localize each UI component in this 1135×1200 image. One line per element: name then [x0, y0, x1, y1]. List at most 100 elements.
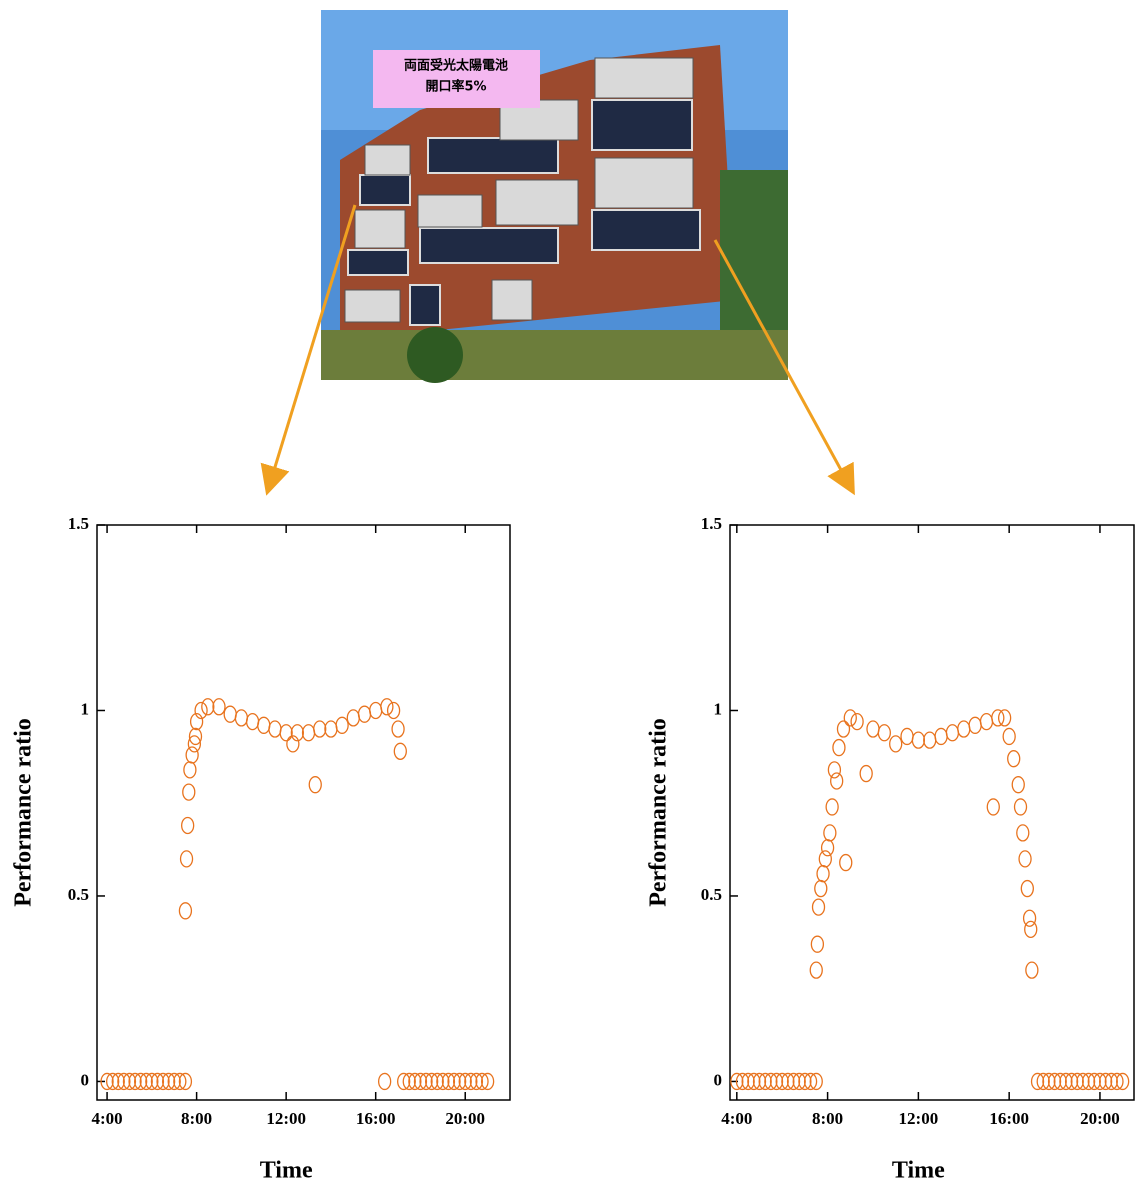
y-axis-label: Performance ratio [646, 718, 672, 907]
point [1047, 1072, 1062, 1091]
point [827, 761, 842, 779]
point [836, 720, 851, 738]
point [769, 1072, 784, 1091]
y-tick-label: 0.5 [701, 885, 722, 904]
point [128, 1072, 142, 1091]
point [150, 1072, 165, 1091]
point [106, 1072, 120, 1091]
point [173, 1072, 187, 1091]
x-tick-label: 12:00 [899, 1109, 939, 1128]
point [441, 1072, 456, 1091]
point [100, 1072, 114, 1091]
point [377, 1072, 392, 1091]
point [1059, 1072, 1073, 1091]
point [1030, 1072, 1045, 1091]
point [877, 724, 891, 742]
point [419, 1072, 433, 1091]
point [1110, 1072, 1124, 1091]
point [1024, 920, 1038, 939]
point [850, 712, 864, 731]
point [397, 1072, 411, 1091]
x-tick-label: 20:00 [1080, 1109, 1120, 1128]
point [814, 879, 828, 898]
x-tick-label: 12:00 [266, 1109, 306, 1128]
point [818, 850, 832, 868]
point [986, 798, 1000, 816]
point [1070, 1072, 1084, 1091]
point [809, 961, 823, 979]
point [809, 1072, 823, 1091]
point [324, 720, 338, 738]
point [161, 1072, 176, 1091]
point [201, 698, 215, 716]
point [1036, 1072, 1050, 1091]
point [212, 698, 226, 716]
point [245, 712, 260, 731]
point [825, 798, 839, 816]
point [178, 1072, 193, 1091]
x-tick-label: 16:00 [989, 1109, 1029, 1128]
point [183, 761, 197, 779]
point [900, 727, 914, 746]
point [234, 709, 249, 727]
point [911, 731, 926, 749]
point [480, 1072, 495, 1091]
point [122, 1072, 137, 1091]
point [391, 720, 405, 738]
point [187, 735, 202, 753]
x-axis-label: Time [260, 1158, 313, 1184]
plot-frame [96, 524, 511, 1101]
point [386, 701, 401, 720]
point [820, 839, 835, 857]
point [832, 738, 846, 757]
point [452, 1072, 467, 1091]
point [823, 824, 837, 842]
point [369, 701, 383, 720]
point [792, 1072, 806, 1091]
x-tick-label: 20:00 [445, 1109, 485, 1128]
point [425, 1072, 439, 1091]
point [798, 1072, 812, 1091]
point [816, 865, 830, 883]
point [402, 1072, 416, 1091]
point [1042, 1072, 1056, 1091]
point [223, 705, 237, 723]
point [1093, 1072, 1107, 1091]
point [189, 712, 204, 731]
point [735, 1072, 750, 1091]
point [178, 902, 193, 920]
point [475, 1072, 489, 1091]
point [843, 709, 857, 727]
point [811, 898, 826, 916]
point [934, 727, 948, 746]
point [1053, 1072, 1067, 1091]
x-tick-label: 4:00 [721, 1109, 752, 1128]
point [313, 720, 327, 738]
point [268, 720, 282, 738]
point [991, 709, 1005, 727]
point [111, 1072, 125, 1091]
point [413, 1072, 428, 1091]
building-photo: 両面受光太陽電池 開口率5% [321, 10, 788, 383]
x-tick-label: 8:00 [812, 1109, 843, 1128]
y-tick-label: 1 [714, 699, 723, 718]
point [117, 1072, 131, 1091]
point [185, 746, 199, 764]
y-tick-label: 1 [81, 699, 90, 718]
point [764, 1072, 778, 1091]
point [1018, 850, 1032, 868]
point [859, 764, 873, 783]
point [1020, 879, 1034, 898]
point [1098, 1072, 1113, 1091]
photo-label: 両面受光太陽電池 [404, 58, 508, 74]
point [866, 720, 880, 738]
point [1064, 1072, 1079, 1091]
point [786, 1072, 801, 1091]
point [758, 1072, 772, 1091]
point [257, 716, 271, 734]
y-tick-label: 0 [81, 1070, 90, 1089]
point [145, 1072, 159, 1091]
point [979, 712, 994, 731]
point [1025, 961, 1039, 979]
